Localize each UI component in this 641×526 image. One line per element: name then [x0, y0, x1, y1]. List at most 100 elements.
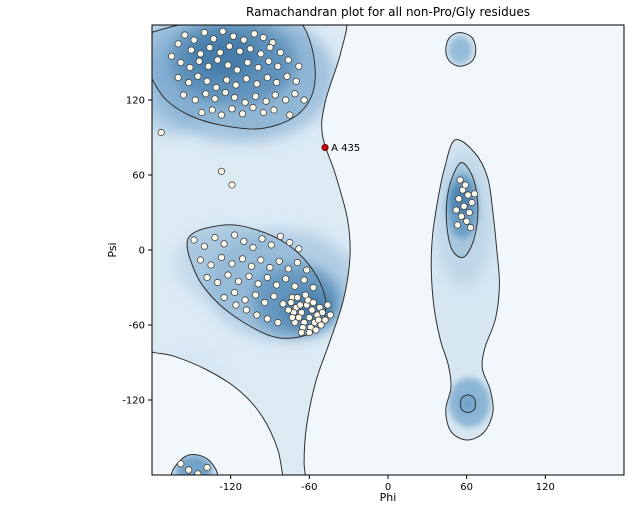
scatter-point	[465, 208, 473, 217]
scatter-point	[223, 76, 231, 84]
scatter-point	[224, 271, 232, 279]
scatter-point	[179, 91, 188, 99]
scatter-point	[288, 313, 296, 322]
scatter-point	[194, 72, 202, 80]
scatter-point	[254, 63, 262, 72]
scatter-point	[246, 45, 254, 53]
scatter-point	[219, 27, 227, 35]
scatter-point	[198, 108, 206, 117]
scatter-point	[240, 237, 248, 245]
scatter-point	[228, 181, 236, 189]
scatter-point	[291, 282, 299, 290]
scatter-point	[229, 32, 237, 40]
scatter-point	[157, 128, 165, 137]
scatter-point	[253, 311, 261, 319]
scatter-point	[231, 93, 239, 102]
scatter-point	[233, 66, 241, 74]
density-blob	[175, 455, 213, 475]
scatter-point	[217, 167, 226, 175]
scatter-point	[303, 266, 311, 274]
scatter-point	[274, 62, 282, 70]
scatter-point	[305, 328, 313, 337]
scatter-point	[214, 56, 222, 64]
scatter-point	[300, 96, 308, 104]
density-contour	[445, 162, 479, 259]
scatter-point	[231, 288, 239, 297]
x-axis-label: Phi	[380, 491, 397, 504]
scatter-point	[194, 470, 202, 475]
scatter-point	[214, 278, 222, 287]
generated-plot-content: A 435 -120 -60 0 60 120 -120 -60 0 60 120	[122, 24, 625, 493]
scatter-point	[295, 62, 303, 70]
scatter-point	[263, 73, 271, 82]
scatter-point	[200, 242, 208, 250]
scatter-point	[224, 61, 232, 69]
scatter-point	[272, 281, 281, 289]
x-tick-label: 0	[385, 482, 391, 493]
y-tick-label: 0	[139, 246, 145, 257]
x-tick-label: -120	[219, 482, 242, 493]
scatter-point	[216, 48, 224, 57]
scatter-point	[212, 83, 220, 92]
density-blob	[460, 395, 476, 413]
scatter-point	[203, 273, 211, 282]
scatter-point	[286, 111, 294, 119]
scatter-point	[204, 62, 212, 70]
scatter-point	[232, 81, 240, 89]
scatter-point	[203, 463, 211, 472]
scatter-point	[210, 35, 218, 43]
scatter-point	[248, 262, 256, 270]
scatter-point	[236, 47, 244, 55]
scatter-point	[257, 50, 265, 58]
y-tick-label: 120	[126, 96, 145, 107]
scatter-point	[317, 321, 325, 329]
scatter-point	[274, 318, 282, 327]
scatter-point	[282, 275, 290, 283]
scatter-point	[228, 260, 236, 268]
scatter-point	[168, 52, 176, 60]
scatter-point	[276, 232, 285, 240]
scatter-point	[185, 466, 193, 474]
scatter-point	[286, 238, 294, 247]
scatter-point	[186, 63, 194, 72]
scatter-point	[295, 245, 303, 253]
scatter-point	[279, 300, 287, 308]
scatter-point	[464, 191, 472, 199]
scatter-point	[238, 255, 247, 263]
scatter-point	[240, 36, 248, 44]
scatter-point	[200, 28, 208, 37]
scatter-point	[217, 111, 226, 119]
scatter-point	[456, 176, 464, 184]
scatter-point	[203, 77, 211, 85]
scatter-point	[225, 42, 233, 50]
scatter-point	[181, 31, 189, 39]
scatter-point	[261, 298, 269, 307]
scatter-point	[174, 73, 182, 82]
scatter-point	[238, 110, 247, 118]
scatter-point	[254, 280, 262, 288]
density-contour	[152, 25, 316, 130]
scatter-point	[284, 56, 292, 64]
scatter-point	[196, 50, 205, 58]
chart-title: Ramachandran plot for all non-Pro/Gly re…	[246, 5, 530, 19]
scatter-point	[258, 235, 266, 243]
scatter-point	[287, 298, 295, 307]
scatter-point	[206, 43, 214, 52]
scatter-point	[275, 257, 283, 265]
scatter-point	[318, 308, 326, 317]
scatter-point	[207, 261, 215, 269]
scatter-point	[263, 273, 271, 282]
scatter-point	[190, 236, 198, 244]
scatter-point	[266, 43, 274, 52]
scatter-point	[174, 40, 182, 48]
scatter-point	[241, 296, 249, 304]
scatter-point	[324, 301, 332, 309]
scatter-point	[195, 57, 203, 65]
x-tick-label: 120	[536, 482, 555, 493]
scatter-point	[242, 75, 250, 83]
x-tick-label: 60	[460, 482, 473, 493]
scatter-point	[241, 98, 249, 107]
scatter-point	[321, 316, 329, 324]
scatter-point	[234, 277, 243, 285]
